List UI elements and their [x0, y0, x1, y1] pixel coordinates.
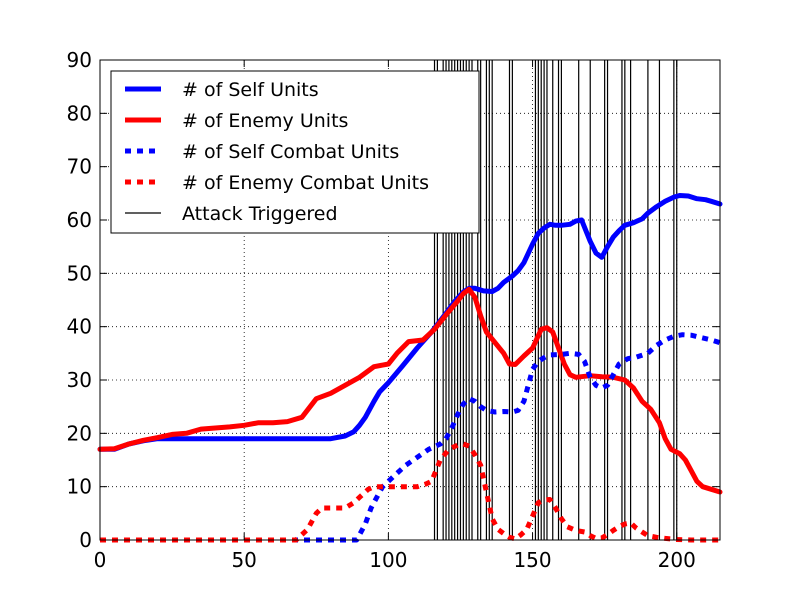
y-tick-label: 30 — [67, 368, 92, 392]
y-tick-label: 80 — [67, 101, 92, 125]
y-tick-label: 20 — [67, 421, 92, 445]
y-tick-label: 70 — [67, 155, 92, 179]
legend-label-count-of-enemy-combat-units: # of Enemy Combat Units — [182, 172, 429, 194]
y-tick-label: 50 — [67, 261, 92, 285]
y-tick-label: 10 — [67, 475, 92, 499]
y-tick-label: 90 — [67, 48, 92, 72]
legend-label-count-of-enemy-units: # of Enemy Units — [182, 110, 348, 132]
count-of-enemy-units-line — [97, 286, 723, 495]
x-tick-label: 100 — [369, 548, 407, 572]
y-tick-label: 0 — [79, 528, 92, 552]
x-tick-label: 150 — [513, 548, 551, 572]
count-of-self-units-line — [97, 193, 723, 452]
legend: # of Self Units # of Enemy Units # of Self… — [110, 70, 480, 234]
x-tick-label: 200 — [658, 548, 696, 572]
count-of-self-combat-units-line — [100, 332, 721, 543]
legend-label-attack-triggered: Attack Triggered — [182, 203, 338, 225]
x-tick-label: 50 — [231, 548, 256, 572]
y-tick-label: 60 — [67, 208, 92, 232]
plot-frame — [99, 59, 721, 541]
legend-box — [110, 70, 480, 234]
count-of-enemy-combat-units-line — [100, 441, 720, 543]
legend-label-count-of-self-units: # of Self Units — [182, 79, 319, 101]
axis-ticks: 0 50 100 150 200 0 10 20 30 40 50 60 70 80 90 — [67, 48, 720, 572]
y-tick-label: 40 — [67, 315, 92, 339]
legend-label-count-of-self-combat-units: # of Self Combat Units — [182, 141, 399, 163]
x-tick-label: 0 — [94, 548, 107, 572]
series-lines — [97, 193, 723, 543]
